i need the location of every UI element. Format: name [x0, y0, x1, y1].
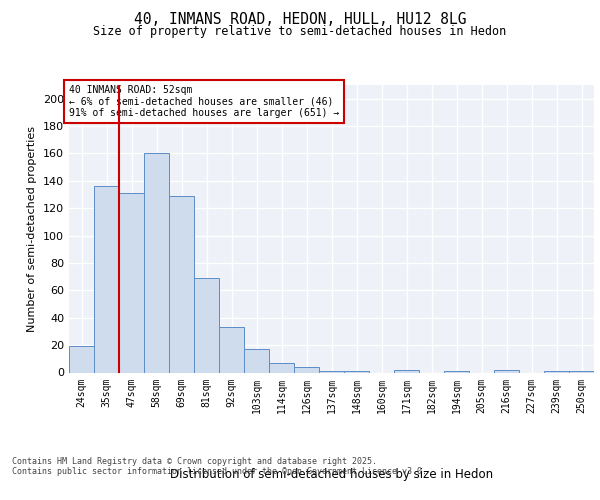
Bar [394, 370, 419, 372]
Bar [319, 371, 344, 372]
Bar [444, 371, 469, 372]
Bar [119, 193, 144, 372]
Bar [244, 349, 269, 372]
Text: Contains HM Land Registry data © Crown copyright and database right 2025.: Contains HM Land Registry data © Crown c… [12, 458, 377, 466]
X-axis label: Distribution of semi-detached houses by size in Hedon: Distribution of semi-detached houses by … [170, 468, 493, 481]
Y-axis label: Number of semi-detached properties: Number of semi-detached properties [28, 126, 37, 332]
Bar [194, 278, 219, 372]
Bar [294, 367, 319, 372]
Bar [219, 328, 244, 372]
Text: 40 INMANS ROAD: 52sqm
← 6% of semi-detached houses are smaller (46)
91% of semi-: 40 INMANS ROAD: 52sqm ← 6% of semi-detac… [69, 85, 339, 118]
Bar [69, 346, 94, 372]
Bar [344, 371, 369, 372]
Bar [144, 154, 169, 372]
Text: 40, INMANS ROAD, HEDON, HULL, HU12 8LG: 40, INMANS ROAD, HEDON, HULL, HU12 8LG [134, 12, 466, 28]
Text: Size of property relative to semi-detached houses in Hedon: Size of property relative to semi-detach… [94, 25, 506, 38]
Text: Contains public sector information licensed under the Open Government Licence v3: Contains public sector information licen… [12, 468, 427, 476]
Bar [269, 363, 294, 372]
Bar [494, 370, 519, 372]
Bar [169, 196, 194, 372]
Bar [94, 186, 119, 372]
Bar [569, 371, 594, 372]
Bar [544, 371, 569, 372]
